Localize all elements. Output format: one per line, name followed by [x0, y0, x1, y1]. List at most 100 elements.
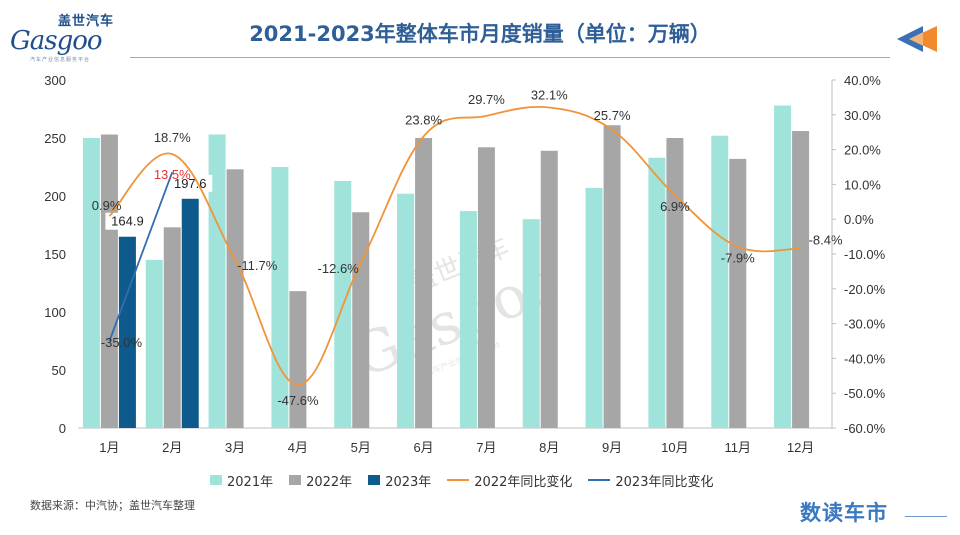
legend-item-2022: 2022年: [289, 471, 352, 490]
bar-2022: [415, 138, 433, 428]
x-tick-label: 12月: [787, 440, 814, 455]
bar-2022: [477, 147, 495, 428]
y2-tick-label: 0.0%: [844, 212, 874, 227]
legend-label-2022: 2022年: [306, 474, 353, 490]
bar-2021: [397, 193, 415, 428]
chart-legend: 2021年 2022年 2023年 2022年同比变化 2023年同比变化: [210, 471, 713, 490]
title-divider: [130, 57, 890, 58]
bar-2021: [271, 167, 289, 428]
legend-swatch-2022: [289, 475, 302, 485]
y-tick-label: 200: [44, 189, 66, 204]
x-tick-label: 11月: [725, 440, 752, 455]
legend-label-2023-yoy: 2023年同比变化: [615, 474, 714, 490]
y-tick-label: 50: [52, 363, 66, 378]
legend-item-2023-yoy: 2023年同比变化: [588, 471, 713, 490]
bar-2022: [540, 150, 558, 428]
bar-2022: [603, 125, 621, 429]
legend-swatch-2022-yoy: [447, 479, 470, 481]
legend-swatch-2023: [368, 475, 381, 485]
x-tick-label: 2月: [162, 440, 182, 455]
bar-2022: [226, 169, 244, 428]
x-tick-label: 7月: [476, 440, 496, 455]
bar-2021: [82, 138, 100, 428]
y2-tick-label: -60.0%: [844, 421, 886, 436]
y2-tick-label: -10.0%: [844, 247, 886, 262]
line-2022-yoy: [108, 106, 801, 386]
bar-2021: [585, 187, 603, 428]
bar-2023-value-label-bg: [168, 174, 213, 192]
line-2022-yoy-label: -12.6%: [318, 261, 360, 276]
logo-chinese-text: 盖世汽车: [58, 14, 115, 29]
logo-english-text: Gasgoo: [10, 26, 103, 56]
y-tick-label: 0: [59, 421, 66, 436]
line-2022-yoy-label: 6.9%: [660, 199, 690, 214]
legend-label-2021: 2021年: [227, 474, 274, 490]
bar-2021: [145, 259, 163, 428]
y2-tick-label: 30.0%: [844, 108, 881, 123]
legend-label-2022-yoy: 2022年同比变化: [474, 474, 573, 490]
bar-2021: [522, 219, 540, 428]
gasgoo-logo: 盖世汽车 Gasgoo 汽车产业信息服务平台: [6, 8, 126, 63]
y-tick-label: 300: [44, 73, 66, 88]
bar-2022: [729, 158, 747, 428]
bar-2022: [163, 227, 181, 428]
bar-2023-value-label: 164.9: [111, 214, 144, 229]
line-2022-yoy-label: 23.8%: [405, 112, 442, 127]
bar-2023-value-label-bg: [105, 212, 150, 230]
line-2022-yoy-label: 32.1%: [531, 87, 568, 102]
y2-tick-label: -20.0%: [844, 282, 886, 297]
x-tick-label: 5月: [351, 440, 371, 455]
legend-swatch-2023-yoy: [588, 479, 611, 481]
bar-2022: [666, 138, 684, 428]
bar-2023-value-label: 197.6: [174, 176, 207, 191]
x-tick-label: 8月: [539, 440, 559, 455]
brand-divider: [905, 516, 947, 517]
x-tick-label: 4月: [288, 440, 308, 455]
bar-2023: [181, 198, 199, 428]
bar-2021: [711, 135, 729, 428]
y2-tick-label: 20.0%: [844, 143, 881, 158]
logo-subtitle: 汽车产业信息服务平台: [30, 57, 91, 63]
y-tick-label: 100: [44, 305, 66, 320]
line-2022-yoy-label: 0.9%: [92, 198, 122, 213]
brand-label: 数读车市: [800, 501, 888, 525]
bar-2021: [459, 211, 477, 428]
bar-2021: [208, 134, 226, 428]
x-tick-label: 1月: [99, 440, 119, 455]
line-2023-yoy-label: 13.5%: [154, 167, 191, 182]
line-2022-yoy-label: -8.4%: [809, 232, 843, 247]
line-2023-yoy: [108, 171, 174, 342]
legend-item-2022-yoy: 2022年同比变化: [447, 471, 572, 490]
arrow-left-icon: [897, 26, 937, 52]
line-2023-yoy-label: -35.0%: [101, 335, 143, 350]
bar-2022: [100, 134, 118, 428]
line-2022-yoy-label: -47.6%: [277, 393, 319, 408]
y2-tick-label: 40.0%: [844, 73, 881, 88]
data-source-note: 数据来源：中汽协；盖世汽车整理: [30, 499, 195, 512]
line-2022-yoy-label: 18.7%: [154, 130, 191, 145]
legend-item-2023: 2023年: [368, 471, 431, 490]
legend-item-2021: 2021年: [210, 471, 273, 490]
bar-2022: [792, 131, 810, 429]
page-title: 2021-2023年整体车市月度销量（单位：万辆）: [249, 22, 711, 46]
bar-2023: [118, 236, 136, 428]
x-tick-label: 6月: [413, 440, 433, 455]
x-tick-label: 10月: [661, 440, 688, 455]
line-2022-yoy-label: -11.7%: [237, 258, 278, 273]
line-2022-yoy-label: -7.9%: [721, 251, 755, 266]
bar-2022: [289, 291, 307, 428]
header: 盖世汽车 Gasgoo 汽车产业信息服务平台 2021-2023年整体车市月度销…: [0, 0, 960, 63]
bar-2021: [774, 105, 792, 429]
y-tick-label: 250: [44, 131, 66, 146]
x-tick-label: 9月: [602, 440, 622, 455]
legend-label-2023: 2023年: [385, 474, 432, 490]
x-tick-label: 3月: [225, 440, 245, 455]
line-2022-yoy-label: 29.7%: [468, 92, 505, 107]
y2-tick-label: -30.0%: [844, 317, 886, 332]
y2-tick-label: -40.0%: [844, 351, 886, 366]
y-tick-label: 150: [44, 247, 66, 262]
line-2022-yoy-label: 25.7%: [594, 108, 631, 123]
y2-tick-label: 10.0%: [844, 177, 881, 192]
bar-2021: [648, 157, 666, 428]
